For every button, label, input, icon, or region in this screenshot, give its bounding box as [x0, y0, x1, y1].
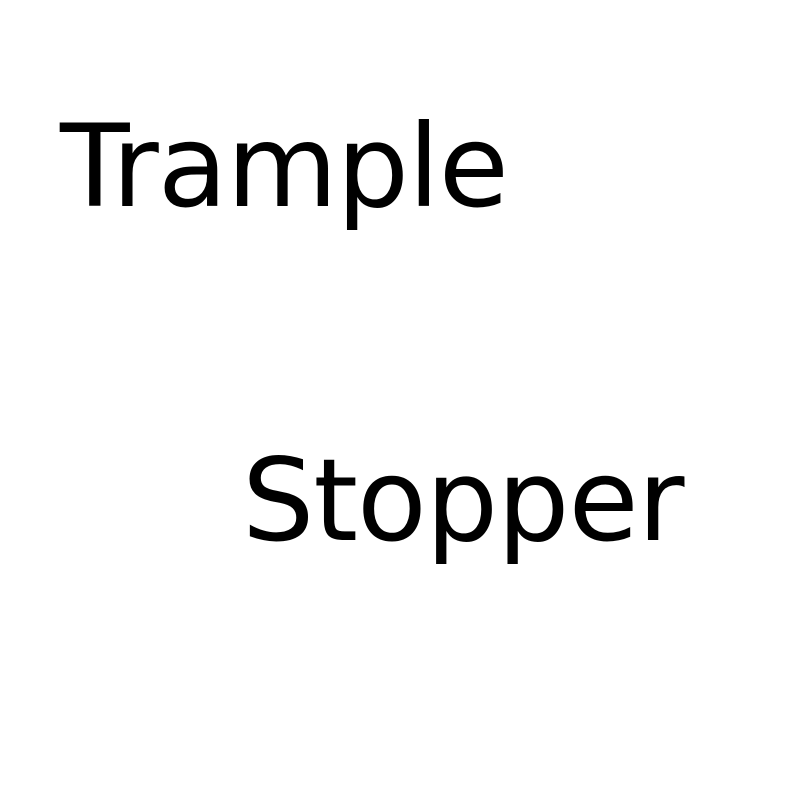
word-stopper: Stopper — [242, 434, 685, 567]
word-trample: Trample — [60, 100, 509, 233]
